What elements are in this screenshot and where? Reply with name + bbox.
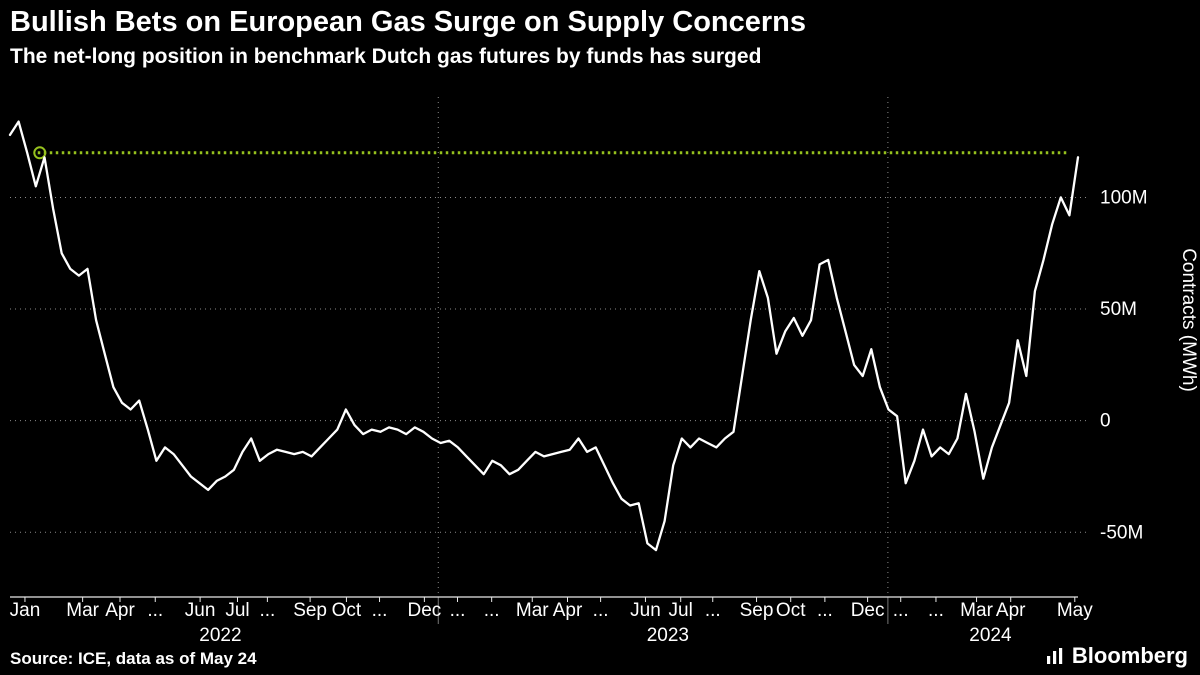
x-axis-tick-label: May: [1057, 600, 1093, 621]
x-axis-tick-label: ...: [147, 600, 163, 621]
x-axis-tick-label: Dec: [851, 600, 885, 621]
x-axis-tick-label: ...: [928, 600, 944, 621]
x-axis-tick-label: Jun: [185, 600, 216, 621]
x-axis-tick-label: Dec: [407, 600, 441, 621]
bloomberg-logo-text: Bloomberg: [1071, 643, 1188, 668]
x-axis-tick-label: ...: [484, 600, 500, 621]
y-axis-tick-label: 100M: [1100, 187, 1148, 208]
x-axis-tick-label: Jul: [225, 600, 249, 621]
reference-line-marker: [33, 146, 47, 160]
y-axis-tick-label: 0: [1100, 411, 1111, 432]
x-axis-year-label: 2023: [647, 625, 689, 646]
y-axis-tick-label: -50M: [1100, 522, 1143, 543]
x-axis-tick-label: Jun: [630, 600, 661, 621]
bloomberg-logo: Bloomberg: [1045, 643, 1188, 669]
x-axis-tick-label: Apr: [553, 600, 583, 621]
x-axis-tick-label: Oct: [332, 600, 362, 621]
x-axis-year-label: 2022: [199, 625, 241, 646]
x-axis-tick-label: Apr: [996, 600, 1026, 621]
footer: Source: ICE, data as of May 24 Bloomberg: [0, 643, 1200, 671]
y-axis-title: Contracts (MWh): [1178, 248, 1199, 392]
x-axis-tick-label: ...: [705, 600, 721, 621]
x-axis-tick-label: Sep: [740, 600, 774, 621]
x-axis-tick-label: ...: [450, 600, 466, 621]
x-axis-tick-label: ...: [372, 600, 388, 621]
x-axis-tick-label: Oct: [776, 600, 806, 621]
y-axis-tick-label: 50M: [1100, 299, 1137, 320]
x-axis-tick-label: ...: [593, 600, 609, 621]
x-axis-tick-label: Mar: [960, 600, 993, 621]
x-axis-tick-label: Jul: [669, 600, 693, 621]
page-subtitle: The net-long position in benchmark Dutch…: [10, 45, 762, 68]
x-axis-tick-label: Mar: [66, 600, 99, 621]
bloomberg-logo-icon: [1046, 648, 1063, 664]
x-axis-tick-label: Mar: [516, 600, 549, 621]
series-line: [8, 120, 1080, 552]
x-axis-tick-label: ...: [893, 600, 909, 621]
x-axis-tick-label: ...: [817, 600, 833, 621]
x-axis-tick-label: Jan: [10, 600, 41, 621]
page-title: Bullish Bets on European Gas Surge on Su…: [10, 6, 807, 38]
x-axis-tick-label: ...: [259, 600, 275, 621]
x-axis-tick-label: Apr: [105, 600, 135, 621]
x-axis-year-label: 2024: [969, 625, 1012, 646]
x-axis-tick-label: Sep: [293, 600, 327, 621]
source-note: Source: ICE, data as of May 24: [10, 649, 257, 668]
